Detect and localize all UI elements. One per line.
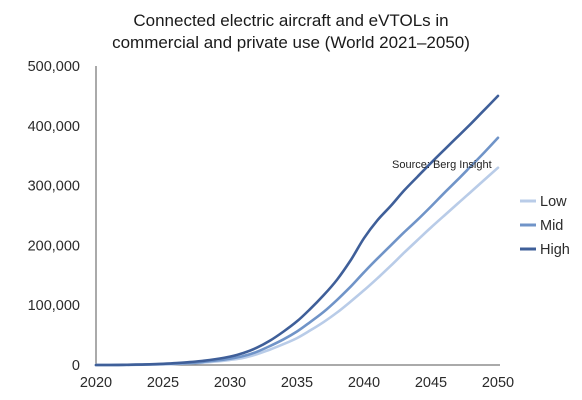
y-tick-label: 100,000: [28, 298, 80, 314]
x-tick-label: 2025: [147, 375, 179, 391]
y-tick-label: 0: [72, 358, 80, 374]
chart-title-line-2: commercial and private use (World 2021–2…: [112, 33, 470, 52]
y-tick-label: 300,000: [28, 179, 80, 195]
x-tick-label: 2050: [482, 375, 514, 391]
y-tick-label: 400,000: [28, 119, 80, 135]
series-line-low: [94, 166, 500, 367]
series-lines: [94, 94, 500, 367]
x-tick-label: 2020: [80, 375, 112, 391]
x-tick-label: 2035: [281, 375, 313, 391]
y-tick-labels: 0 100,000 200,000 300,000 400,000 500,000: [28, 59, 80, 374]
legend-label-mid: Mid: [540, 218, 563, 234]
series-line-high: [94, 94, 500, 367]
legend-label-high: High: [540, 242, 570, 258]
legend-label-low: Low: [540, 194, 567, 210]
series-line-mid: [94, 136, 500, 367]
legend: Low Mid High: [520, 194, 570, 258]
y-tick-label: 200,000: [28, 238, 80, 254]
x-tick-label: 2045: [415, 375, 447, 391]
source-note: Source: Berg Insight: [392, 159, 492, 171]
x-tick-label: 2030: [214, 375, 246, 391]
x-tick-labels: 2020 2025 2030 2035 2040 2045 2050: [80, 375, 514, 391]
y-tick-label: 500,000: [28, 59, 80, 75]
x-tick-label: 2040: [348, 375, 380, 391]
chart-title-line-1: Connected electric aircraft and eVTOLs i…: [133, 11, 448, 30]
